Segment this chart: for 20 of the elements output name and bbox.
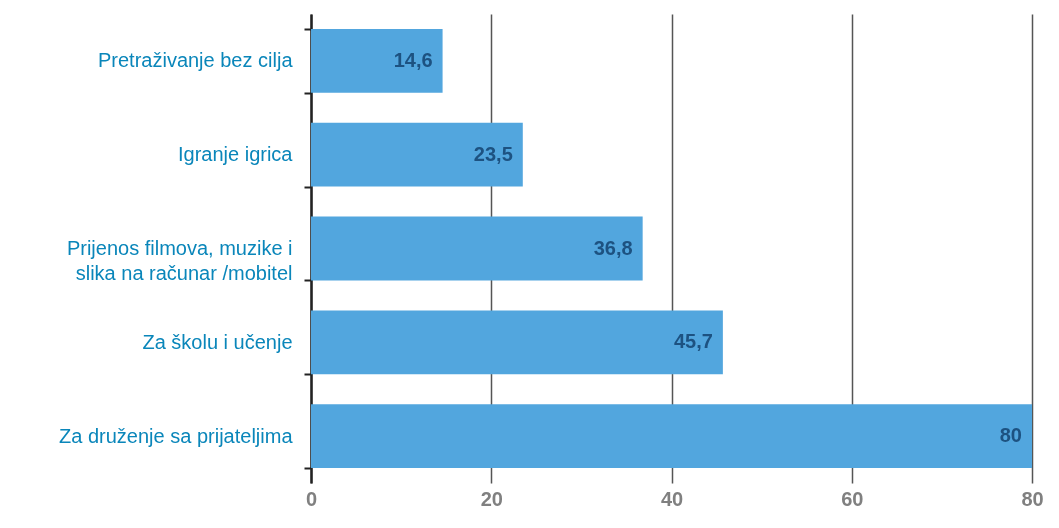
bar	[311, 216, 643, 281]
x-tick-label: 20	[480, 487, 503, 510]
bar	[311, 29, 443, 93]
x-tick-label: 0	[305, 487, 318, 510]
data-label: 23,5	[473, 142, 513, 165]
y-tick-label: Igranje igrica	[177, 143, 294, 166]
data-label: 14,6	[393, 48, 433, 71]
bar	[311, 122, 523, 187]
data-label: 45,7	[673, 330, 713, 353]
y-tick-label: Prijenos filmova, muzike i slika na računar /mobitel	[66, 237, 293, 284]
x-tick-label: 80	[1021, 487, 1044, 510]
bar	[311, 310, 723, 375]
bar	[311, 404, 1032, 468]
y-tick-label: Pretraživanje bez cilja	[97, 49, 294, 72]
x-tick-label: 40	[660, 487, 684, 510]
y-tick-label: Za školu i učenje	[142, 330, 293, 353]
y-tick-label: Za druženje sa prijateljima	[59, 424, 294, 447]
x-tick-label: 60	[841, 487, 864, 510]
data-label: 36,8	[593, 236, 633, 259]
data-label: 80	[999, 424, 1022, 447]
